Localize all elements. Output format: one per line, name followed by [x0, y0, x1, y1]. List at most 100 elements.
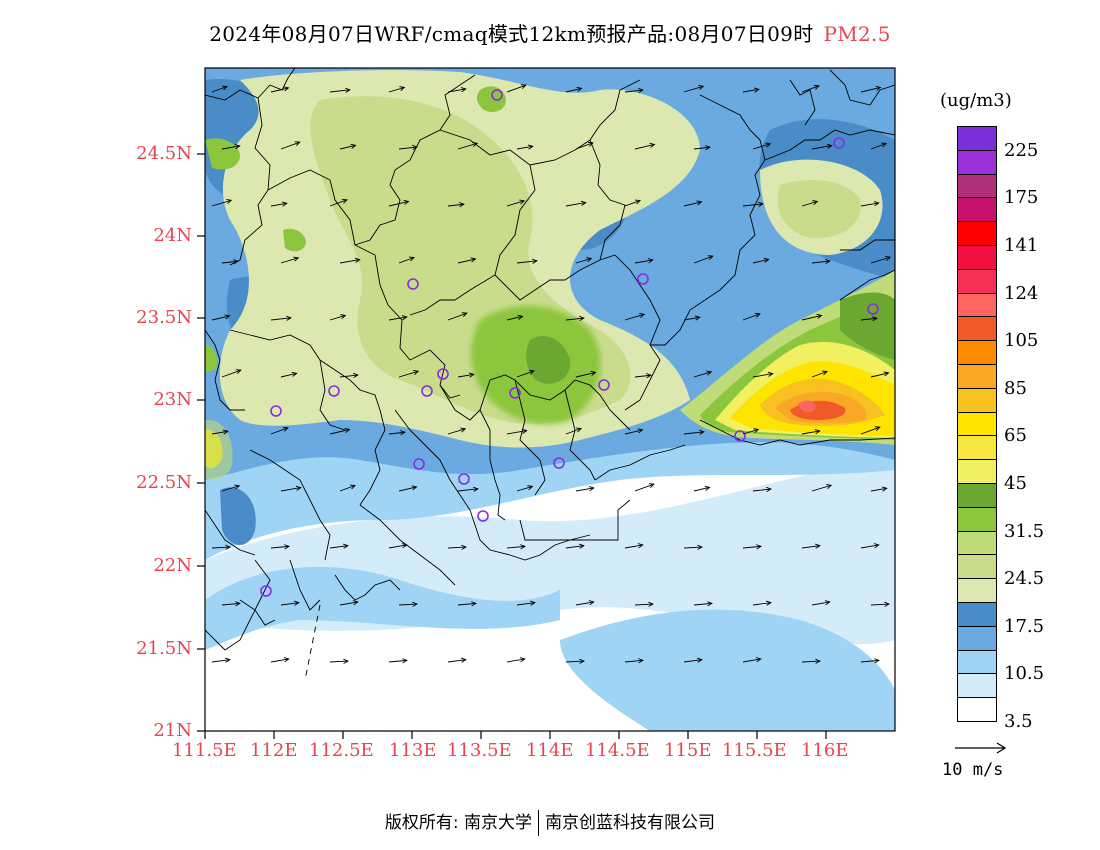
wind-arrow	[221, 369, 242, 378]
wind-arrow	[221, 259, 239, 265]
wind-arrow	[457, 601, 477, 607]
wind-arrow	[870, 486, 888, 492]
wind-arrow	[860, 658, 880, 664]
wind-arrow	[270, 201, 288, 207]
wind-arrow	[742, 312, 761, 321]
wind-arrow	[221, 144, 241, 150]
y-tick-label: 21N	[153, 720, 192, 741]
wind-arrow	[457, 257, 477, 264]
colorbar-segment	[957, 578, 997, 603]
sea-boundary	[304, 604, 321, 681]
wind-arrow	[683, 315, 701, 321]
wind-arrow	[270, 86, 290, 93]
y-tick-label: 24.5N	[136, 143, 192, 164]
colorbar	[957, 126, 997, 722]
wind-arrow	[811, 484, 833, 492]
colorbar-label: 3.5	[1004, 711, 1033, 732]
axis-ticks	[197, 153, 827, 739]
wind-arrow	[447, 657, 467, 663]
wind-arrow	[801, 658, 822, 664]
wind-arrow	[329, 314, 347, 321]
wind-arrow	[388, 658, 408, 664]
wind-arrow	[211, 544, 232, 550]
colorbar-label: 225	[1004, 139, 1039, 161]
wind-arrow	[683, 429, 705, 435]
wind-arrow	[801, 429, 821, 435]
wind-arrow	[447, 87, 467, 93]
wind-arrow	[870, 601, 891, 607]
wind-arrow	[506, 657, 526, 663]
wind-arrow	[388, 315, 408, 321]
colorbar-segment	[957, 506, 997, 532]
wind-arrow	[221, 601, 241, 607]
wind-arrow	[398, 485, 418, 492]
page-title: 2024年08月07日WRF/cmaq模式12km预报产品:08月07日09时 P…	[0, 18, 1100, 47]
wind-arrow	[270, 315, 292, 321]
wind-arrow	[516, 600, 536, 606]
wind-arrow	[280, 256, 300, 264]
y-tick-label: 22.5N	[136, 472, 192, 493]
wind-arrow	[270, 426, 289, 435]
colorbar-segment	[957, 292, 997, 318]
wind-arrow	[634, 373, 652, 379]
wind-arrow	[742, 428, 760, 435]
x-tick-label: 116E	[801, 740, 849, 761]
wind-arrow	[447, 202, 465, 208]
colorbar-segment	[957, 173, 997, 199]
y-tick-label: 23.5N	[136, 307, 192, 328]
wind-arrow	[388, 430, 406, 436]
wind-arrow	[516, 369, 535, 378]
wind-arrow	[860, 85, 882, 93]
footer-left: 版权所有: 南京大学	[384, 813, 533, 833]
wind-arrow	[457, 486, 479, 492]
colorbar-segment	[957, 554, 997, 580]
colorbar-label: 24.5	[1004, 568, 1045, 590]
colorbar-label: 105	[1004, 330, 1039, 352]
wind-arrow	[811, 258, 831, 265]
wind-arrow	[693, 255, 714, 264]
wind-arrow	[634, 483, 655, 492]
wind-arrow	[752, 142, 772, 150]
wind-arrow	[752, 371, 774, 378]
colorbar-segment	[957, 435, 997, 461]
wind-arrow	[211, 199, 233, 207]
wind-arrow	[339, 143, 357, 150]
wind-arrow	[801, 313, 823, 321]
colorbar-segment	[957, 244, 997, 270]
colorbar-unit: (ug/m3)	[940, 90, 1012, 111]
wind-arrow	[860, 426, 881, 435]
wind-arrow	[280, 485, 302, 492]
colorbar-segment	[957, 697, 997, 722]
y-tick-label: 21.5N	[136, 638, 192, 659]
y-tick-label: 23N	[153, 389, 192, 410]
wind-arrow	[860, 316, 878, 322]
wind-arrow	[388, 199, 410, 207]
colorbar-segment	[957, 459, 997, 484]
wind-arrow	[329, 87, 351, 93]
wind-arrow	[575, 141, 594, 150]
wind-arrow	[457, 142, 479, 150]
wind-arrow	[398, 256, 416, 264]
wind-arrow	[565, 86, 583, 93]
wind-arrow	[565, 315, 585, 322]
wind-arrow	[870, 256, 892, 264]
wind-arrow	[280, 141, 301, 150]
wind-arrow	[280, 600, 300, 606]
wind-arrow	[624, 428, 644, 435]
colorbar-label: 65	[1004, 425, 1027, 447]
x-tick-label: 111.5E	[172, 740, 237, 761]
colorbar-label: 45	[1004, 473, 1027, 494]
wind-arrow	[398, 144, 418, 151]
wind-arrow	[801, 84, 820, 93]
wind-arrow	[329, 198, 348, 207]
wind-arrow	[742, 544, 762, 550]
wind-arrow	[565, 200, 587, 207]
wind-arrow	[506, 199, 526, 207]
wind-arrow	[506, 314, 524, 321]
wind-arrow	[752, 257, 770, 264]
colorbar-label: 17.5	[1004, 615, 1045, 637]
concentration-field	[205, 68, 895, 731]
wind-arrow	[742, 87, 760, 93]
wind-arrow	[752, 486, 772, 493]
wind-arrow	[575, 486, 595, 492]
